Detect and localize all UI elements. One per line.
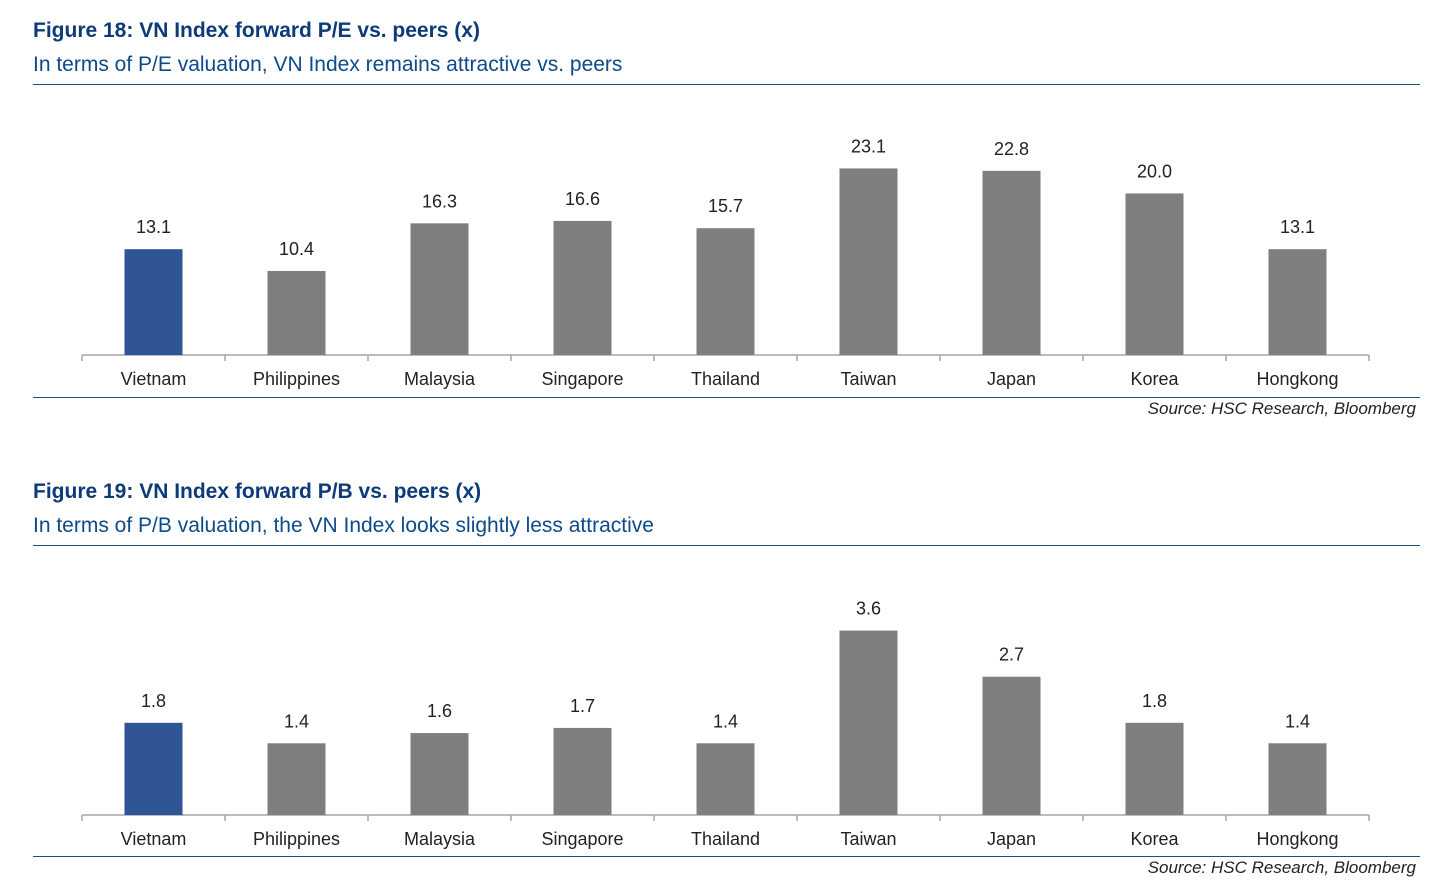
data-label-thailand: 15.7 [708, 196, 743, 216]
bar-korea [1125, 193, 1184, 355]
category-label-thailand: Thailand [691, 369, 760, 389]
category-label-korea: Korea [1130, 829, 1179, 849]
bar-japan [982, 170, 1041, 355]
figure-19-chart: 1.8 Vietnam 1.4 Philippines 1.6 Malaysia 1.7 Si… [81, 599, 1370, 849]
data-label-japan: 2.7 [999, 645, 1024, 665]
category-label-vietnam: Vietnam [121, 829, 187, 849]
category-label-japan: Japan [987, 829, 1036, 849]
data-label-philippines: 1.4 [284, 711, 309, 731]
bar-hongkong [1268, 249, 1327, 355]
bar-singapore [553, 220, 612, 355]
data-label-japan: 22.8 [994, 139, 1029, 159]
figure-18-title: Figure 18: VN Index forward P/E vs. peer… [33, 19, 480, 42]
bar-malaysia [410, 733, 469, 815]
figure-18-top-rule [33, 84, 1420, 85]
category-label-philippines: Philippines [253, 829, 340, 849]
data-label-korea: 20.0 [1137, 161, 1172, 181]
bar-philippines [267, 743, 326, 815]
category-label-vietnam: Vietnam [121, 369, 187, 389]
category-label-malaysia: Malaysia [404, 829, 476, 849]
figure-18-source: Source: HSC Research, Bloomberg [1147, 399, 1416, 418]
bar-japan [982, 676, 1041, 815]
figure-19-top-rule [33, 545, 1420, 546]
data-label-singapore: 16.6 [565, 189, 600, 209]
data-label-singapore: 1.7 [570, 696, 595, 716]
data-label-thailand: 1.4 [713, 711, 738, 731]
data-label-malaysia: 1.6 [427, 701, 452, 721]
figure-19-source: Source: HSC Research, Bloomberg [1147, 858, 1416, 877]
category-label-taiwan: Taiwan [840, 369, 896, 389]
category-label-malaysia: Malaysia [404, 369, 476, 389]
data-label-philippines: 10.4 [279, 239, 314, 259]
category-label-philippines: Philippines [253, 369, 340, 389]
category-label-singapore: Singapore [541, 369, 623, 389]
figure-19-title: Figure 19: VN Index forward P/B vs. peer… [33, 480, 482, 503]
figure-19-bottom-rule [33, 856, 1420, 857]
bar-thailand [696, 743, 755, 815]
bar-vietnam [124, 249, 183, 355]
bar-vietnam [124, 722, 183, 815]
category-label-japan: Japan [987, 369, 1036, 389]
category-label-korea: Korea [1130, 369, 1179, 389]
figure-18-chart: 13.1 Vietnam 10.4 Philippines 16.3 Malaysia 16… [81, 136, 1370, 389]
data-label-malaysia: 16.3 [422, 191, 457, 211]
category-label-taiwan: Taiwan [840, 829, 896, 849]
data-label-vietnam: 1.8 [141, 691, 166, 711]
data-label-vietnam: 13.1 [136, 217, 171, 237]
bar-taiwan [839, 630, 898, 815]
bar-taiwan [839, 168, 898, 355]
data-label-hongkong: 13.1 [1280, 217, 1315, 237]
bar-philippines [267, 271, 326, 355]
data-label-taiwan: 23.1 [851, 136, 886, 156]
data-label-taiwan: 3.6 [856, 599, 881, 619]
bar-malaysia [410, 223, 469, 355]
category-label-thailand: Thailand [691, 829, 760, 849]
data-label-hongkong: 1.4 [1285, 711, 1310, 731]
bar-hongkong [1268, 743, 1327, 815]
data-label-korea: 1.8 [1142, 691, 1167, 711]
figure-19-subtitle: In terms of P/B valuation, the VN Index … [33, 514, 654, 537]
figure-18-subtitle: In terms of P/E valuation, VN Index rema… [33, 53, 623, 76]
figure-18-bottom-rule [33, 397, 1420, 398]
category-label-hongkong: Hongkong [1256, 369, 1338, 389]
category-label-singapore: Singapore [541, 829, 623, 849]
bar-singapore [553, 727, 612, 815]
category-label-hongkong: Hongkong [1256, 829, 1338, 849]
bar-thailand [696, 228, 755, 355]
bar-korea [1125, 722, 1184, 815]
